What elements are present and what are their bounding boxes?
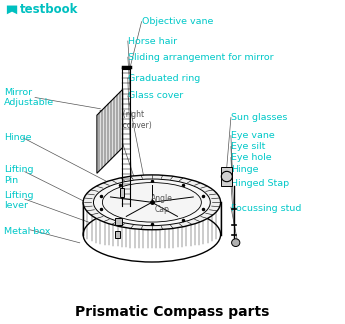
Text: Horse hair: Horse hair <box>128 37 177 45</box>
Text: Hinge: Hinge <box>4 133 32 142</box>
Text: Angle
Cap: Angle Cap <box>151 194 173 214</box>
Text: Lifting
lever: Lifting lever <box>4 191 33 210</box>
Circle shape <box>231 239 240 247</box>
Ellipse shape <box>102 183 201 222</box>
Text: Mirror
Adjustable: Mirror Adjustable <box>4 88 54 107</box>
FancyBboxPatch shape <box>115 231 120 238</box>
Text: testbook: testbook <box>20 3 78 16</box>
Polygon shape <box>97 89 123 173</box>
Text: Focussing stud: Focussing stud <box>231 204 301 213</box>
Text: Objective vane: Objective vane <box>141 17 213 26</box>
Ellipse shape <box>93 179 210 226</box>
Text: Eye hole: Eye hole <box>231 153 272 162</box>
FancyBboxPatch shape <box>120 188 124 198</box>
Text: Eye silt: Eye silt <box>231 142 265 151</box>
Text: Lifting
Pin: Lifting Pin <box>4 165 33 185</box>
Text: Sliding arrangement for mirror: Sliding arrangement for mirror <box>128 53 274 62</box>
Text: Glass cover: Glass cover <box>128 91 183 100</box>
Ellipse shape <box>83 175 220 230</box>
Text: Metal box: Metal box <box>4 227 50 236</box>
Text: Sun glasses: Sun glasses <box>231 113 287 122</box>
Polygon shape <box>7 6 17 14</box>
Text: Prismatic Compass parts: Prismatic Compass parts <box>75 305 270 319</box>
FancyBboxPatch shape <box>115 218 122 225</box>
Text: Hinged Stap: Hinged Stap <box>231 179 289 189</box>
Text: Graduated ring: Graduated ring <box>128 74 200 83</box>
Ellipse shape <box>83 207 220 262</box>
FancyBboxPatch shape <box>221 167 232 186</box>
Text: Hinge: Hinge <box>231 165 258 174</box>
Text: Prism (right
angle conver): Prism (right angle conver) <box>99 110 151 130</box>
Text: Eye vane: Eye vane <box>231 131 275 140</box>
